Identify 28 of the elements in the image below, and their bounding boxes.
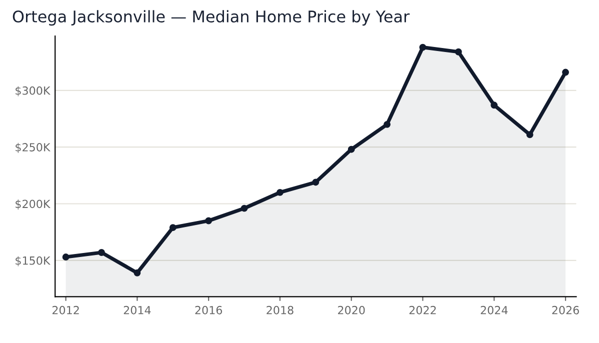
point — [134, 269, 141, 276]
x-tick-label: 2020 — [338, 306, 365, 314]
point — [419, 44, 426, 51]
x-tick-label: 2024 — [480, 306, 508, 314]
x-tick-label: 2014 — [124, 306, 151, 314]
x-tick-label: 2016 — [195, 306, 222, 314]
point — [384, 120, 391, 128]
chart-title: Ortega Jacksonville — Median Home Price by Year — [12, 10, 410, 26]
point — [169, 224, 176, 232]
point — [562, 68, 569, 76]
point — [240, 204, 248, 212]
point — [62, 254, 70, 260]
x-tick-label: 2022 — [409, 306, 436, 314]
y-tick-label: $250K — [16, 142, 50, 153]
y-tick-label: $200K — [16, 200, 50, 210]
x-tick-label: 2018 — [266, 306, 294, 314]
point — [348, 146, 355, 153]
x-tick-label: 2012 — [52, 306, 79, 314]
point — [454, 48, 462, 56]
x-tick-label: 2026 — [552, 306, 579, 314]
point — [312, 178, 320, 186]
y-tick-label: $300K — [16, 86, 50, 96]
point — [276, 188, 284, 196]
point — [98, 249, 105, 256]
point — [526, 131, 534, 138]
y-tick-label: $150K — [16, 256, 50, 266]
point — [205, 217, 212, 224]
point — [490, 102, 498, 109]
